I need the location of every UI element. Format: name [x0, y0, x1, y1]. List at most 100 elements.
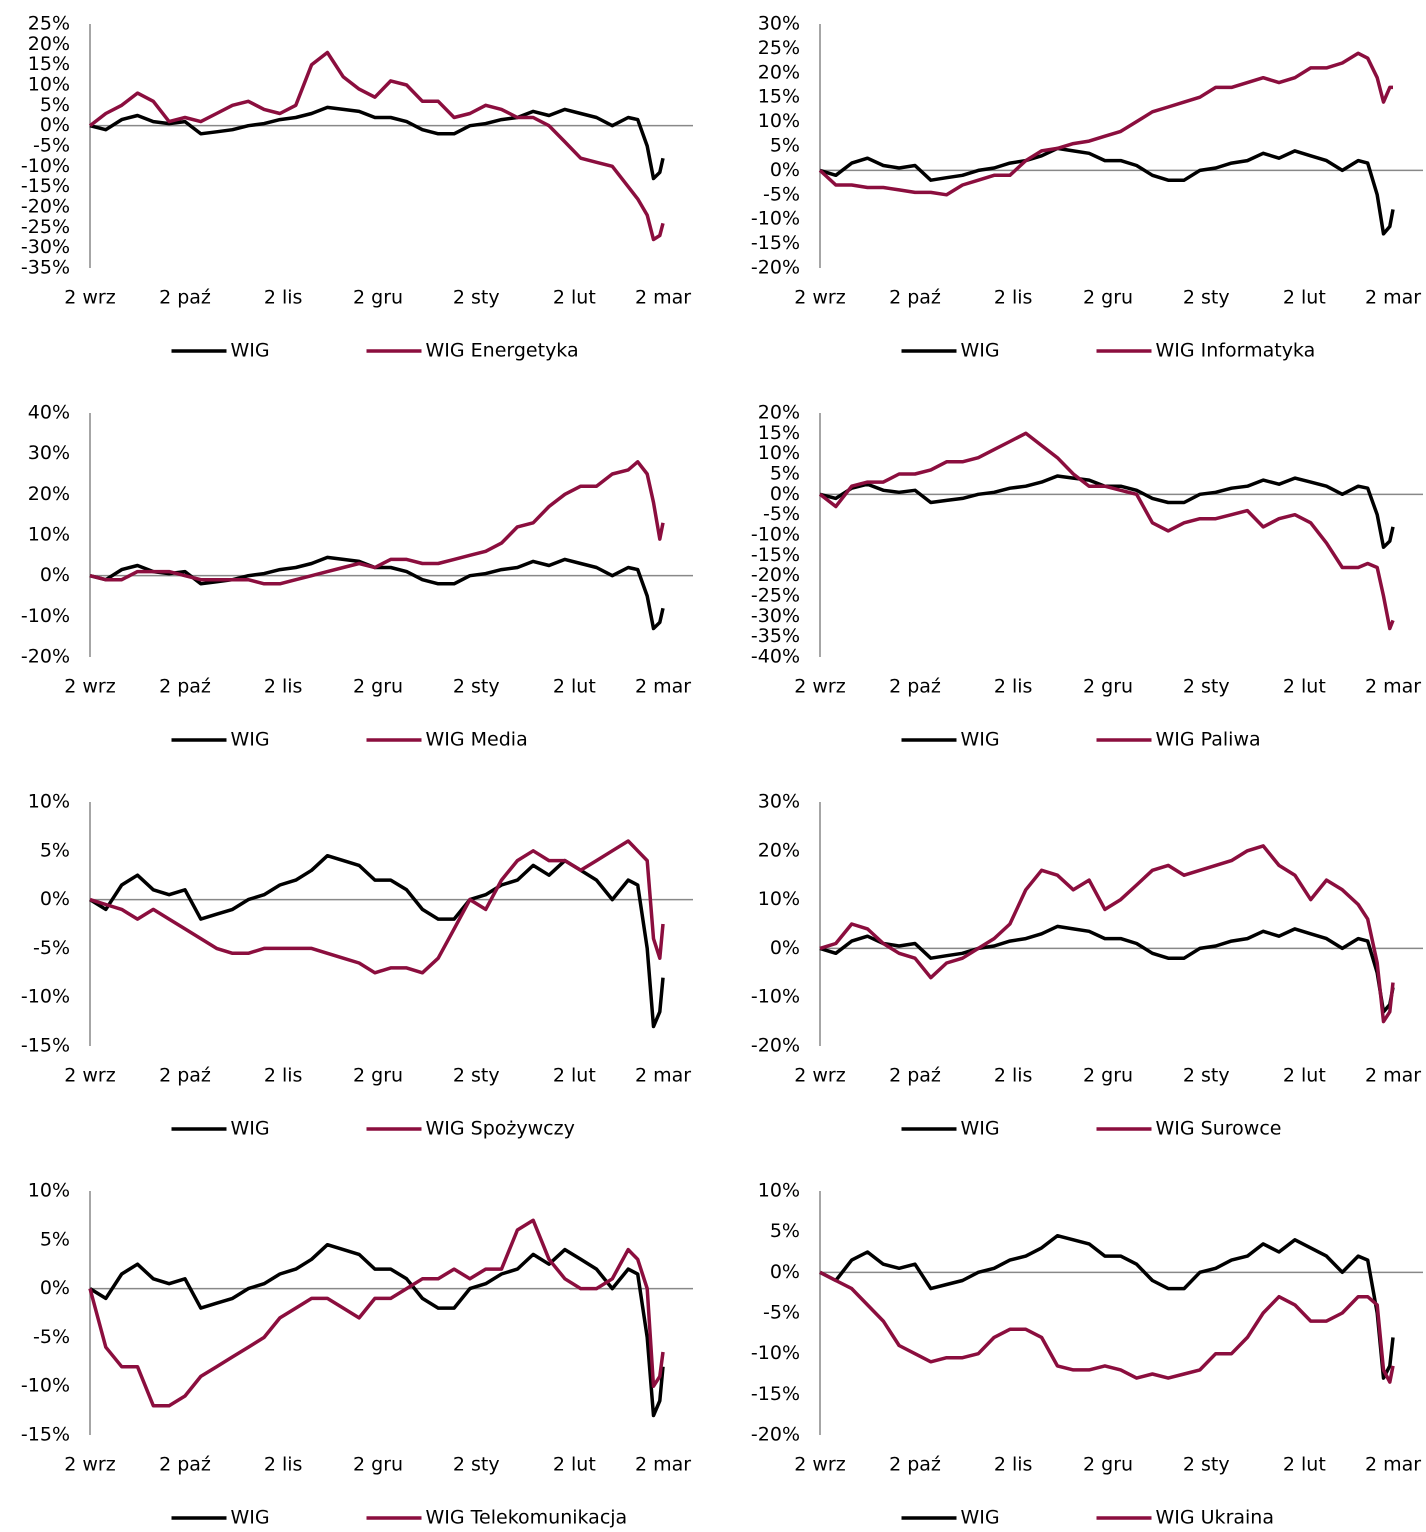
y-tick-label: 30% [28, 442, 70, 464]
y-tick-label: -5% [763, 183, 800, 205]
x-tick-label: 2 mar [635, 287, 691, 309]
legend-label: WIG [961, 340, 1000, 362]
y-tick-label: 10% [28, 74, 70, 96]
y-tick-label: 15% [758, 86, 800, 108]
x-tick-label: 2 sty [1183, 287, 1230, 309]
y-tick-label: -10% [21, 1375, 70, 1397]
x-tick-label: 2 paź [889, 1065, 941, 1087]
legend-label: WIG [961, 1118, 1000, 1140]
legend-label: WIG Media [426, 729, 528, 751]
x-tick-label: 2 gru [1083, 676, 1133, 698]
x-tick-label: 2 sty [1183, 1065, 1230, 1087]
x-tick-label: 2 lis [994, 287, 1033, 309]
x-tick-label: 2 lut [1283, 287, 1326, 309]
x-tick-label: 2 paź [159, 287, 211, 309]
y-tick-label: 15% [28, 53, 70, 75]
y-tick-label: -10% [21, 605, 70, 627]
y-tick-label: -10% [751, 524, 800, 546]
y-tick-label: -25% [21, 216, 70, 238]
x-tick-label: 2 mar [635, 1454, 691, 1476]
legend-label: WIG Spożywczy [426, 1118, 575, 1140]
y-tick-label: -20% [21, 646, 70, 668]
y-tick-label: 10% [758, 888, 800, 910]
series-line [89, 839, 665, 975]
x-tick-label: 2 wrz [794, 1454, 845, 1476]
x-tick-label: 2 sty [1183, 676, 1230, 698]
y-tick-label: -10% [21, 155, 70, 177]
y-tick-label: 20% [28, 483, 70, 505]
y-tick-label: -15% [751, 232, 800, 254]
y-tick-label: -35% [751, 625, 800, 647]
y-tick-label: 10% [28, 1180, 70, 1202]
y-tick-label: 5% [770, 135, 800, 157]
x-tick-label: 2 gru [353, 1454, 403, 1476]
y-tick-label: 10% [28, 524, 70, 546]
y-tick-label: 0% [40, 114, 70, 136]
x-tick-label: 2 lis [994, 1454, 1033, 1476]
y-tick-label: 25% [28, 13, 70, 35]
y-tick-label: -35% [21, 257, 70, 279]
y-tick-label: -5% [33, 135, 70, 157]
x-tick-label: 2 wrz [794, 287, 845, 309]
legend-label: WIG Ukraina [1156, 1507, 1274, 1529]
y-tick-label: 5% [40, 839, 70, 861]
series-line [818, 431, 1395, 631]
y-tick-label: -15% [21, 1424, 70, 1446]
y-tick-label: 15% [758, 422, 800, 444]
x-tick-label: 2 wrz [64, 1454, 115, 1476]
y-tick-label: 0% [770, 483, 800, 505]
y-tick-label: -10% [751, 986, 800, 1008]
y-tick-label: -5% [33, 937, 70, 959]
x-tick-label: 2 sty [453, 1454, 500, 1476]
y-tick-label: 20% [758, 402, 800, 424]
series-line [818, 51, 1393, 197]
x-tick-label: 2 mar [1365, 676, 1421, 698]
y-tick-label: 25% [758, 37, 800, 59]
y-tick-label: -30% [21, 236, 70, 258]
x-tick-label: 2 wrz [64, 676, 115, 698]
x-tick-label: 2 lis [264, 1065, 303, 1087]
y-tick-label: -20% [751, 257, 800, 279]
x-tick-label: 2 paź [889, 676, 941, 698]
x-tick-label: 2 wrz [64, 1065, 115, 1087]
y-tick-label: 0% [770, 937, 800, 959]
series-line [89, 105, 665, 181]
y-tick-label: 20% [758, 839, 800, 861]
x-tick-label: 2 wrz [794, 1065, 845, 1087]
series-line [89, 853, 665, 1029]
x-tick-label: 2 lis [994, 676, 1033, 698]
series-line [819, 844, 1395, 1024]
legend-label: WIG Energetyka [426, 340, 579, 362]
x-tick-label: 2 gru [353, 676, 403, 698]
x-tick-label: 2 lis [264, 1454, 303, 1476]
y-tick-label: 40% [28, 402, 70, 424]
y-tick-label: 5% [770, 1220, 800, 1242]
series-line [88, 1218, 665, 1408]
x-tick-label: 2 lut [553, 1065, 596, 1087]
series-line [89, 1242, 665, 1418]
series-line [819, 1233, 1395, 1380]
y-tick-label: -20% [21, 196, 70, 218]
y-tick-label: 5% [40, 1228, 70, 1250]
series-line [819, 924, 1395, 1014]
legend-label: WIG Informatyka [1156, 340, 1316, 362]
x-tick-label: 2 gru [1083, 1065, 1133, 1087]
legend-label: WIG Telekomunikacja [426, 1507, 628, 1529]
legend-label: WIG [961, 1507, 1000, 1529]
y-tick-label: -15% [21, 1035, 70, 1057]
x-tick-label: 2 gru [1083, 287, 1133, 309]
legend-label: WIG Paliwa [1156, 729, 1261, 751]
y-tick-label: -5% [33, 1326, 70, 1348]
x-tick-label: 2 lut [1283, 1065, 1326, 1087]
y-tick-label: -30% [751, 605, 800, 627]
y-tick-label: 30% [758, 791, 800, 813]
x-tick-label: 2 paź [889, 1454, 941, 1476]
series-line [819, 474, 1395, 549]
y-tick-label: -10% [21, 986, 70, 1008]
y-tick-label: 0% [40, 564, 70, 586]
x-tick-label: 2 wrz [64, 287, 115, 309]
y-tick-label: 10% [28, 791, 70, 813]
y-tick-label: 10% [758, 110, 800, 132]
x-tick-label: 2 wrz [794, 676, 845, 698]
